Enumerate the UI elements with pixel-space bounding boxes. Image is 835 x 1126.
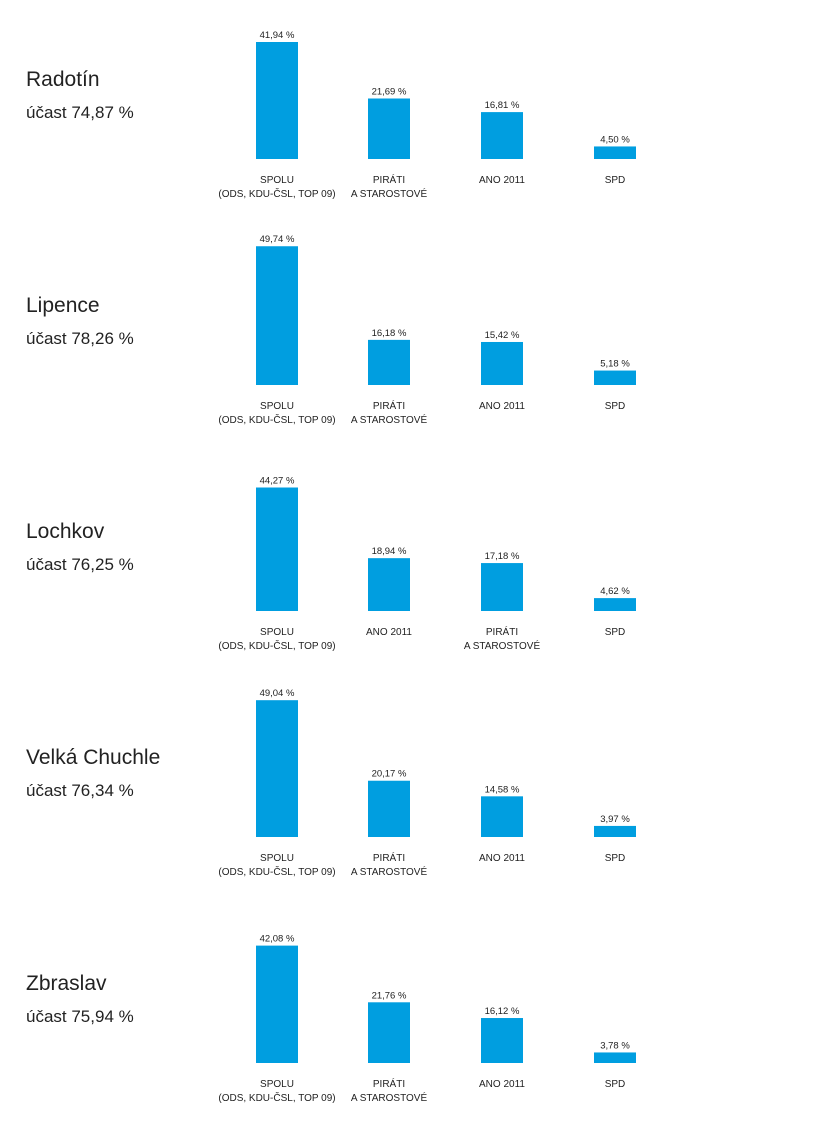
bar-chart: 44,27 % SPOLU(ODS, KDU-ČSL, TOP 09) 18,94 … <box>218 476 636 652</box>
bar <box>368 98 410 159</box>
chart-panel: Lipence účast 78,26 % 49,74 % SPOLU (ODS, KD… <box>0 226 835 448</box>
chart-title: Lochkov <box>26 520 105 543</box>
category-label: SPOLU <box>260 401 294 412</box>
category-label: A STAROSTOVÉ <box>351 187 428 200</box>
turnout-label: účast 75,94 % <box>26 1007 134 1026</box>
bar <box>256 945 298 1063</box>
category-label: (ODS, KDU-ČSL, TOP 09) <box>218 1091 335 1104</box>
turnout-label: účast 76,25 % <box>26 555 134 574</box>
chart-title: Lipence <box>26 294 100 317</box>
category-label: SPOLU <box>260 175 294 186</box>
chart-title: Zbraslav <box>26 972 107 995</box>
category-label: ANO 2011 <box>479 401 525 412</box>
category-label: SPD <box>605 175 626 186</box>
bar <box>594 598 636 611</box>
data-label: 3,78 % <box>600 1040 630 1051</box>
category-label: PIRÁTI <box>373 851 405 864</box>
data-label: 42,08 % <box>260 934 295 945</box>
data-label: 21,69 % <box>372 86 407 97</box>
turnout-label: účast 74,87 % <box>26 103 134 122</box>
bar-chart: 49,04 % SPOLU(ODS, KDU-ČSL, TOP 09) 20,17 … <box>218 688 636 878</box>
category-label: SPOLU <box>260 853 294 864</box>
bar-chart: 49,74 % SPOLU(ODS, KDU-ČSL, TOP 09) 16,18 … <box>218 234 636 426</box>
bar <box>368 1002 410 1063</box>
bar <box>256 246 298 385</box>
category-label: A STAROSTOVÉ <box>464 639 541 652</box>
data-label: 44,27 % <box>260 476 295 487</box>
bar <box>481 112 523 159</box>
category-label: SPOLU <box>260 1079 294 1090</box>
category-label: ANO 2011 <box>479 175 525 186</box>
bar <box>594 146 636 159</box>
turnout-label: účast 76,34 % <box>26 781 134 800</box>
data-label: 4,50 % <box>600 134 630 145</box>
category-label: PIRÁTI <box>373 1077 405 1090</box>
bar <box>481 796 523 837</box>
data-label: 14,58 % <box>485 784 520 795</box>
bar <box>481 563 523 611</box>
category-label: (ODS, KDU-ČSL, TOP 09) <box>218 413 335 426</box>
bar <box>594 370 636 385</box>
turnout-label: účast 78,26 % <box>26 329 134 348</box>
data-label: 5,18 % <box>600 359 630 370</box>
category-label: SPD <box>605 627 626 638</box>
chart-panel: Zbraslav účast 75,94 % 42,08 % SPOLU (ODS, K… <box>0 904 835 1126</box>
bar <box>256 487 298 611</box>
data-label: 41,94 % <box>260 30 295 41</box>
chart-title: Radotín <box>26 68 100 91</box>
data-label: 16,81 % <box>485 100 520 111</box>
category-label: SPD <box>605 1079 626 1090</box>
category-label: (ODS, KDU-ČSL, TOP 09) <box>218 865 335 878</box>
bar <box>594 1052 636 1063</box>
category-label: PIRÁTI <box>373 399 405 412</box>
bar <box>368 339 410 385</box>
data-label: 3,97 % <box>600 814 630 825</box>
category-label: SPD <box>605 853 626 864</box>
chart-panel: Lochkov účast 76,25 % 44,27 % SPOLU (ODS, KD… <box>0 452 835 674</box>
bar <box>368 780 410 837</box>
bar <box>481 341 523 385</box>
category-label: ANO 2011 <box>479 853 525 864</box>
data-label: 18,94 % <box>372 546 407 557</box>
category-label: ANO 2011 <box>479 1079 525 1090</box>
category-label: ANO 2011 <box>366 627 412 638</box>
data-label: 20,17 % <box>372 769 407 780</box>
category-label: (ODS, KDU-ČSL, TOP 09) <box>218 187 335 200</box>
data-label: 49,74 % <box>260 234 295 245</box>
chart-title: Velká Chuchle <box>26 746 161 769</box>
category-label: (ODS, KDU-ČSL, TOP 09) <box>218 639 335 652</box>
bar-chart: 42,08 % SPOLU(ODS, KDU-ČSL, TOP 09) 21,76 … <box>218 934 636 1104</box>
category-label: A STAROSTOVÉ <box>351 413 428 426</box>
data-label: 17,18 % <box>485 551 520 562</box>
data-label: 4,62 % <box>600 586 630 597</box>
category-label: PIRÁTI <box>486 625 518 638</box>
data-label: 16,12 % <box>485 1006 520 1017</box>
bar-chart: 41,94 % SPOLU(ODS, KDU-ČSL, TOP 09) 21,69 … <box>218 30 636 200</box>
bar <box>368 558 410 611</box>
bar <box>256 42 298 159</box>
category-label: SPOLU <box>260 627 294 638</box>
category-label: PIRÁTI <box>373 173 405 186</box>
data-label: 49,04 % <box>260 688 295 699</box>
chart-panel: Velká Chuchle účast 76,34 % 49,04 % SPOLU (O… <box>0 678 835 900</box>
category-label: SPD <box>605 401 626 412</box>
chart-panel: Radotín účast 74,87 % 41,94 % SPOLU (ODS, KD… <box>0 0 835 222</box>
data-label: 21,76 % <box>372 990 407 1001</box>
bar <box>256 700 298 837</box>
bar <box>481 1018 523 1063</box>
bar <box>594 825 636 837</box>
category-label: A STAROSTOVÉ <box>351 865 428 878</box>
category-label: A STAROSTOVÉ <box>351 1091 428 1104</box>
data-label: 15,42 % <box>485 330 520 341</box>
data-label: 16,18 % <box>372 328 407 339</box>
